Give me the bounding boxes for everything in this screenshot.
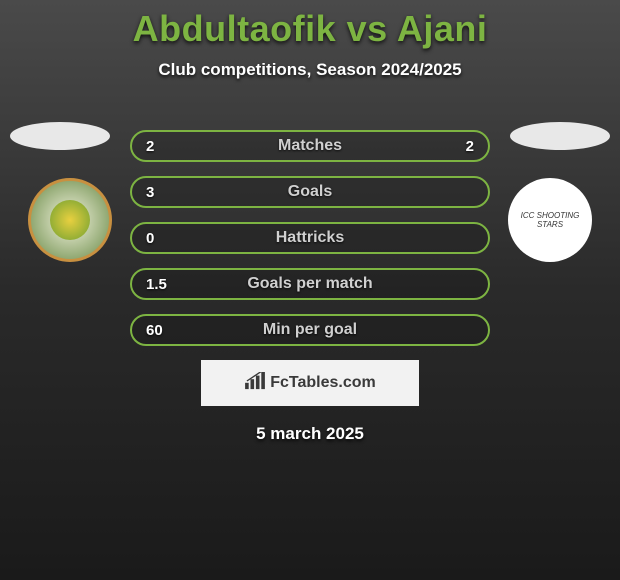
club-logo-left <box>28 178 112 262</box>
player-avatar-right <box>510 122 610 150</box>
stat-label: Goals per match <box>247 275 372 293</box>
page-subtitle: Club competitions, Season 2024/2025 <box>0 60 620 80</box>
stat-label: Goals <box>288 183 332 201</box>
stat-row-hattricks: 0 Hattricks <box>130 222 490 254</box>
page-title: Abdultaofik vs Ajani <box>0 0 620 50</box>
bar-chart-icon <box>244 372 266 395</box>
stat-row-goals-per-match: 1.5 Goals per match <box>130 268 490 300</box>
club-logo-right-text: ICC SHOOTING STARS <box>508 211 592 229</box>
brand-box[interactable]: FcTables.com <box>201 360 419 406</box>
date-label: 5 march 2025 <box>0 424 620 444</box>
stat-left-value: 60 <box>146 322 163 339</box>
stat-label: Matches <box>278 137 342 155</box>
stat-label: Min per goal <box>263 321 357 339</box>
stat-row-min-per-goal: 60 Min per goal <box>130 314 490 346</box>
club-logo-right: ICC SHOOTING STARS <box>508 178 592 262</box>
stat-row-matches: 2 Matches 2 <box>130 130 490 162</box>
player-avatar-left <box>10 122 110 150</box>
stat-left-value: 2 <box>146 138 154 155</box>
stat-left-value: 0 <box>146 230 154 247</box>
stat-left-value: 1.5 <box>146 276 167 293</box>
stat-right-value: 2 <box>466 138 474 155</box>
stat-left-value: 3 <box>146 184 154 201</box>
brand-label: FcTables.com <box>270 374 376 392</box>
stat-label: Hattricks <box>276 229 344 247</box>
stat-row-goals: 3 Goals <box>130 176 490 208</box>
